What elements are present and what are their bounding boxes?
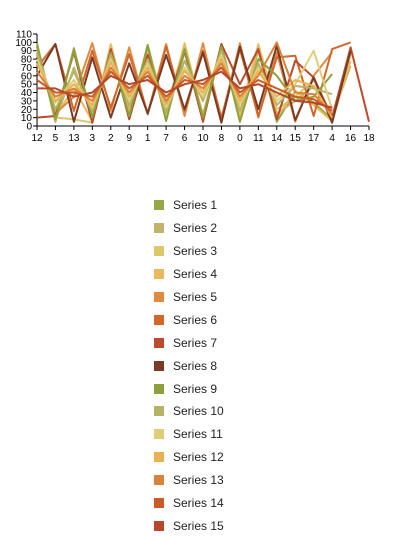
x-axis-ticks: 12 5 13 3 2 9 1 7 6 10 8 0 11 14 15 17 4 16 18 (31, 126, 375, 144)
x-tick-label: 18 (363, 133, 375, 144)
legend-item[interactable]: Series 3 (154, 240, 224, 263)
legend-label: Series 12 (173, 450, 224, 464)
legend-swatch (154, 452, 164, 462)
legend-label: Series 9 (173, 382, 217, 396)
x-tick-label: 0 (237, 133, 243, 144)
legend-item[interactable]: Series 1 (154, 194, 224, 217)
legend-swatch (154, 223, 164, 233)
chart-legend: Series 1 Series 2 Series 3 Series 4 Series 5… (154, 194, 224, 537)
legend-swatch (154, 246, 164, 256)
legend-label: Series 5 (173, 290, 217, 304)
x-tick-label: 2 (108, 133, 114, 144)
legend-swatch (154, 498, 164, 508)
legend-label: Series 13 (173, 473, 224, 487)
legend-item[interactable]: Series 4 (154, 263, 224, 286)
x-tick-label: 9 (126, 133, 132, 144)
x-tick-label: 6 (182, 133, 188, 144)
legend-swatch (154, 315, 164, 325)
x-tick-label: 4 (329, 133, 335, 144)
x-tick-label: 16 (345, 133, 357, 144)
legend-swatch (154, 429, 164, 439)
x-tick-label: 11 (253, 133, 264, 144)
legend-item[interactable]: Series 13 (154, 469, 224, 492)
legend-item[interactable]: Series 5 (154, 286, 224, 309)
legend-swatch (154, 338, 164, 348)
legend-swatch (154, 406, 164, 416)
legend-label: Series 7 (173, 336, 217, 350)
legend-item[interactable]: Series 9 (154, 377, 224, 400)
legend-item[interactable]: Series 2 (154, 217, 224, 240)
legend-item[interactable]: Series 8 (154, 354, 224, 377)
x-tick-label: 12 (31, 133, 43, 144)
legend-label: Series 4 (173, 267, 217, 281)
legend-item[interactable]: Series 6 (154, 308, 224, 331)
x-tick-label: 17 (308, 133, 320, 144)
legend-label: Series 14 (173, 496, 224, 510)
x-tick-label: 10 (197, 133, 209, 144)
legend-label: Series 10 (173, 404, 224, 418)
legend-label: Series 11 (173, 427, 223, 441)
x-tick-label: 14 (271, 133, 283, 144)
x-tick-label: 13 (68, 133, 80, 144)
legend-swatch (154, 361, 164, 371)
legend-swatch (154, 269, 164, 279)
legend-swatch (154, 292, 164, 302)
legend-item[interactable]: Series 7 (154, 331, 224, 354)
legend-item[interactable]: Series 11 (154, 423, 224, 446)
legend-swatch (154, 521, 164, 531)
legend-label: Series 2 (173, 221, 217, 235)
legend-item[interactable]: Series 10 (154, 400, 224, 423)
legend-label: Series 6 (173, 313, 217, 327)
legend-label: Series 8 (173, 359, 217, 373)
x-tick-label: 15 (290, 133, 302, 144)
legend-swatch (154, 384, 164, 394)
y-tick-label: 110 (16, 30, 32, 41)
legend-item[interactable]: Series 15 (154, 514, 224, 537)
legend-swatch (154, 475, 164, 485)
legend-swatch (154, 200, 164, 210)
x-tick-label: 7 (163, 133, 169, 144)
legend-label: Series 3 (173, 244, 217, 258)
x-tick-label: 5 (53, 133, 59, 144)
plot-series (37, 42, 369, 122)
legend-item[interactable]: Series 12 (154, 446, 224, 469)
legend-item[interactable]: Series 14 (154, 492, 224, 515)
x-tick-label: 8 (219, 133, 225, 144)
x-tick-label: 1 (145, 133, 151, 144)
legend-label: Series 1 (173, 198, 217, 212)
x-tick-label: 3 (90, 133, 96, 144)
legend-label: Series 15 (173, 519, 224, 533)
